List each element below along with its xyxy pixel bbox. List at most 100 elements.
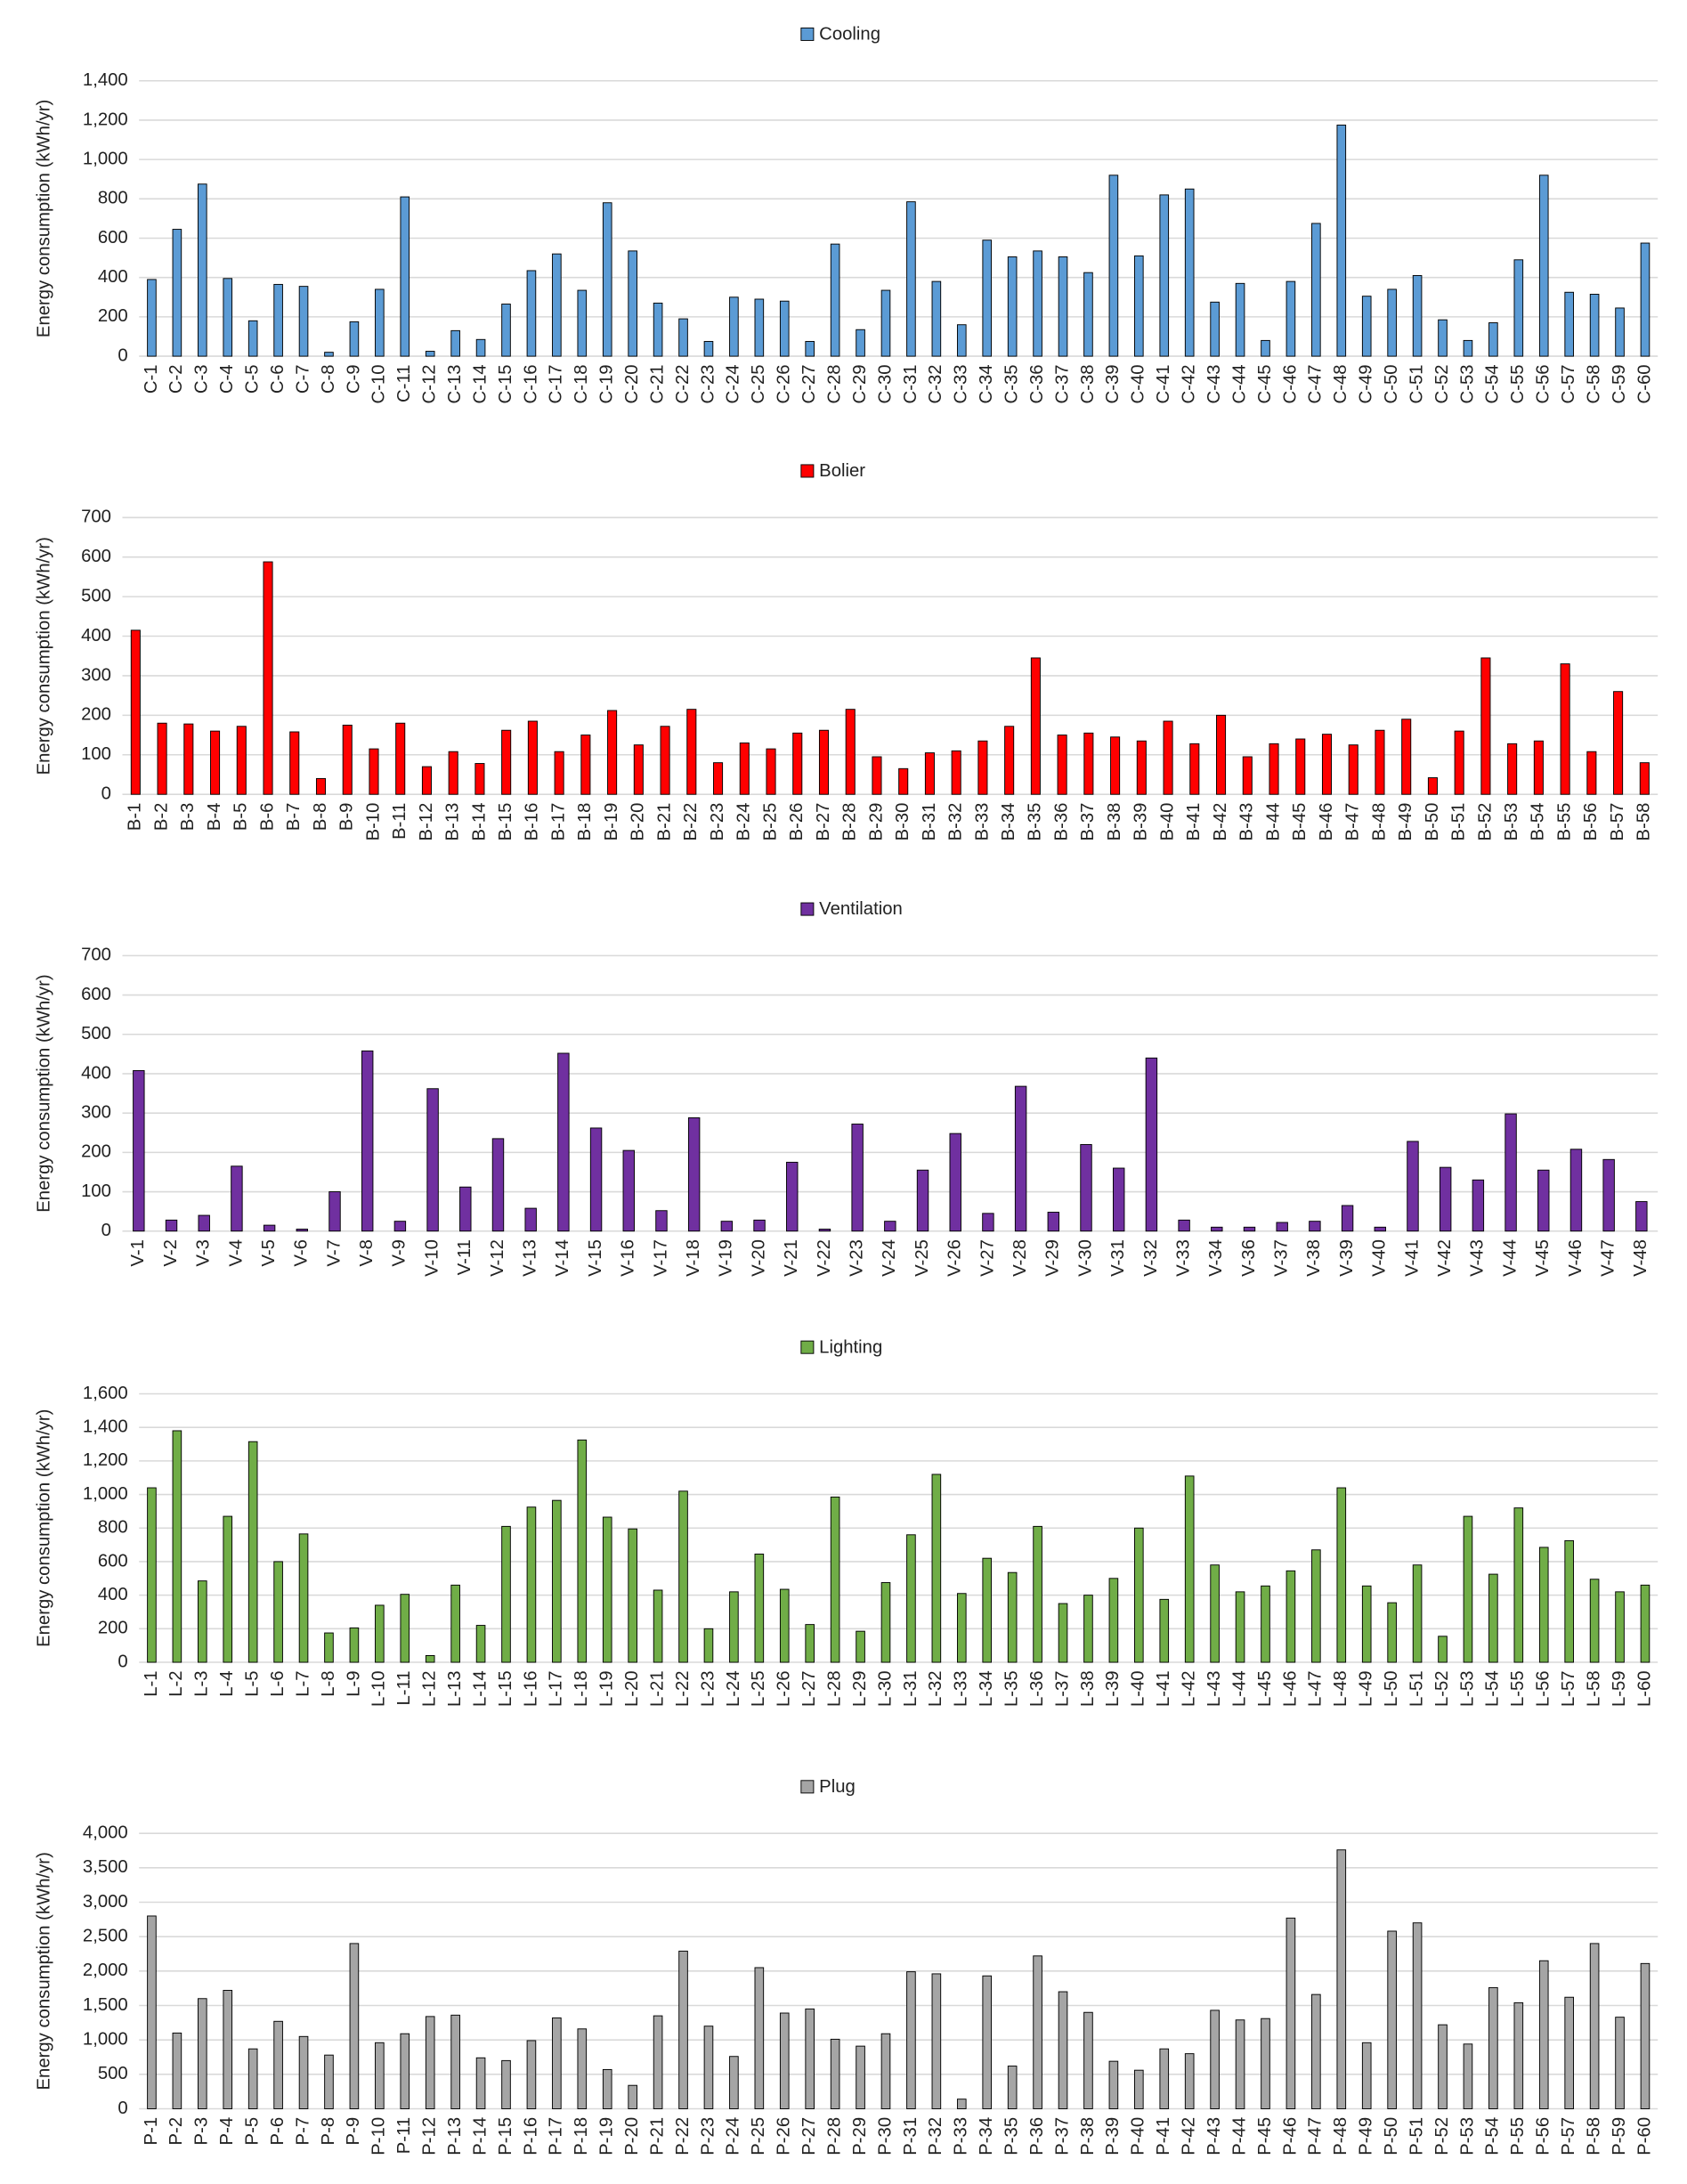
bar	[713, 762, 724, 795]
y-tick-label: 300	[81, 1103, 111, 1123]
x-tick-label: L-15	[496, 1670, 515, 1707]
bar	[1235, 2019, 1245, 2109]
bar	[1412, 1564, 1423, 1663]
x-tick-label: V-6	[292, 1239, 312, 1266]
y-tick-label: 0	[118, 345, 127, 365]
x-tick-label: B-45	[1290, 803, 1310, 841]
x-tick-label: L-50	[1382, 1670, 1401, 1707]
bar	[1178, 1219, 1190, 1232]
bar	[425, 1655, 435, 1663]
x-tick-label: P-43	[1204, 2117, 1224, 2156]
legend-label: Plug	[819, 1777, 856, 1797]
x-tick-label: B-53	[1502, 803, 1521, 841]
x-tick-label: P-38	[1078, 2117, 1098, 2156]
x-tick-label: P-27	[799, 2117, 819, 2156]
x-tick-label: C-21	[647, 364, 667, 403]
bar	[198, 1580, 207, 1663]
bar	[1210, 1564, 1220, 1663]
bar	[916, 1169, 929, 1232]
y-tick-label: 400	[81, 626, 111, 645]
y-tick-label: 700	[81, 946, 111, 965]
x-tick-label: L-13	[445, 1670, 465, 1707]
bar	[1276, 1222, 1288, 1232]
bar	[906, 1971, 916, 2109]
x-tick-label: L-55	[1508, 1670, 1528, 1707]
x-tick-label: B-38	[1105, 803, 1124, 841]
x-tick-label: B-24	[734, 803, 754, 841]
y-tick-label: 500	[81, 1024, 111, 1043]
bar	[924, 752, 935, 795]
x-tick-label: V-33	[1173, 1239, 1193, 1277]
x-tick-label: P-17	[547, 2117, 566, 2156]
bar	[1361, 296, 1372, 357]
bar	[1463, 1515, 1473, 1663]
x-tick-label: P-40	[1129, 2117, 1148, 2156]
x-tick-label: C-48	[1331, 364, 1350, 403]
x-tick-label: V-18	[684, 1239, 703, 1277]
x-tick-label: C-38	[1078, 364, 1098, 403]
x-tick-label: P-35	[1002, 2117, 1022, 2156]
bar	[172, 2032, 182, 2109]
bar	[982, 1975, 993, 2109]
x-tick-label: L-4	[217, 1670, 237, 1696]
x-tick-label: C-34	[977, 364, 996, 403]
x-tick-label: L-49	[1357, 1670, 1376, 1707]
x-tick-label: C-4	[217, 364, 237, 394]
x-tick-label: L-53	[1457, 1670, 1477, 1707]
bar	[1361, 1585, 1372, 1663]
bar	[315, 777, 327, 795]
bar	[400, 196, 410, 357]
bar	[1472, 1179, 1485, 1232]
x-tick-label: P-55	[1508, 2117, 1528, 2156]
bar	[1401, 719, 1412, 795]
x-tick-label: V-9	[390, 1239, 410, 1266]
bar	[1438, 319, 1448, 357]
x-tick-label: V-21	[782, 1239, 801, 1277]
bar	[1375, 729, 1385, 795]
bar	[247, 1441, 258, 1663]
bar	[425, 351, 435, 357]
bar	[653, 302, 663, 357]
x-tick-label: P-57	[1559, 2117, 1578, 2156]
x-tick-label: P-39	[1103, 2117, 1123, 2156]
x-tick-label: V-4	[226, 1239, 246, 1266]
bar	[703, 2026, 714, 2109]
x-tick-label: P-48	[1331, 2117, 1350, 2156]
x-tick-label: C-39	[1103, 364, 1123, 403]
bar	[1463, 339, 1473, 357]
bar	[157, 722, 167, 795]
x-tick-label: L-37	[1052, 1670, 1072, 1707]
bar	[1163, 720, 1173, 795]
x-tick-label: V-43	[1468, 1239, 1488, 1277]
bar	[273, 1561, 283, 1663]
x-tick-label: P-60	[1634, 2117, 1654, 2156]
y-tick-label: 300	[81, 665, 111, 685]
bar	[956, 324, 967, 357]
x-tick-label: P-20	[622, 2117, 642, 2156]
x-tick-label: C-36	[1027, 364, 1047, 403]
bar	[1058, 1603, 1068, 1663]
bar	[1640, 242, 1651, 357]
bar	[602, 1516, 612, 1663]
bar	[1113, 1167, 1125, 1232]
x-tick-label: P-46	[1280, 2117, 1300, 2156]
x-tick-label: L-20	[622, 1670, 642, 1707]
bar	[982, 1557, 993, 1663]
x-tick-label: C-29	[850, 364, 870, 403]
bar	[324, 352, 334, 357]
bar	[779, 2012, 790, 2109]
y-tick-label: 700	[81, 507, 111, 527]
bar	[956, 1593, 967, 1663]
x-tick-label: P-58	[1584, 2117, 1603, 2156]
chart: Cooling 0 200 400 600 800 1,000 1,200 1,400 Energ…	[34, 25, 1659, 403]
bar	[1269, 743, 1279, 795]
bar	[1007, 2066, 1018, 2109]
bar	[1488, 1573, 1498, 1663]
bar	[1030, 657, 1041, 795]
x-tick-label: C-49	[1357, 364, 1376, 403]
x-tick-label: B-21	[654, 803, 674, 841]
x-tick-label: P-37	[1052, 2117, 1072, 2156]
bar	[880, 289, 891, 357]
x-tick-label: V-22	[815, 1239, 834, 1277]
bar	[1159, 1598, 1170, 1663]
